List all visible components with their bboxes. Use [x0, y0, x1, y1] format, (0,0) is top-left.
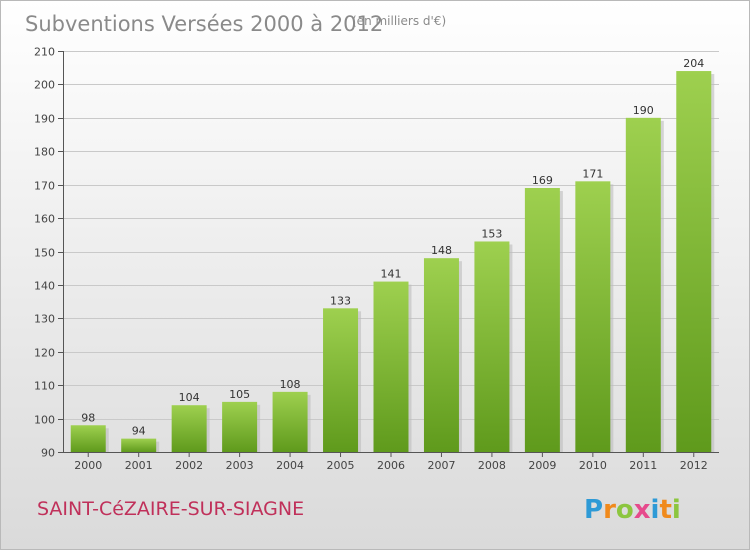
bar	[323, 308, 359, 452]
x-tick-label: 2012	[680, 459, 708, 472]
bar-value-label: 169	[532, 174, 553, 187]
y-tick-label: 170	[34, 180, 55, 193]
bar-value-label: 133	[330, 294, 351, 307]
y-tick-label: 200	[34, 79, 55, 92]
y-tick-label: 160	[34, 213, 55, 226]
x-tick-label: 2009	[528, 459, 556, 472]
logo-letter: i	[672, 495, 681, 525]
logo-letter: o	[616, 495, 634, 525]
bar	[373, 281, 409, 452]
y-tick-label: 120	[34, 347, 55, 360]
bar-value-label: 104	[179, 391, 200, 404]
bar-value-label: 171	[582, 167, 603, 180]
bar-value-label: 148	[431, 244, 452, 257]
bar-value-label: 108	[280, 378, 301, 391]
chart-unit-label: (en milliers d'€)	[352, 14, 446, 28]
chart-title: Subventions Versées 2000 à 2012	[25, 12, 383, 36]
y-tick-label: 150	[34, 247, 55, 260]
bar-value-label: 153	[481, 227, 502, 240]
bar	[70, 425, 106, 452]
bar-value-label: 190	[633, 104, 654, 117]
bar	[524, 188, 560, 452]
bar	[121, 438, 157, 452]
bar-value-label: 105	[229, 388, 250, 401]
bar-value-label: 94	[132, 425, 146, 438]
bar	[272, 391, 308, 452]
x-tick-label: 2006	[377, 459, 405, 472]
bars: 98 94 104 105 108 133 141 148 153 169 171 190 204	[70, 57, 715, 453]
x-tick-label: 2011	[629, 459, 657, 472]
x-tick-label: 2001	[125, 459, 153, 472]
bar	[171, 405, 207, 452]
y-tick-label: 100	[34, 414, 55, 427]
x-tick-label: 2005	[327, 459, 355, 472]
bar	[575, 181, 611, 452]
x-tick-label: 2004	[276, 459, 304, 472]
proxiti-logo: Proxiti	[584, 495, 681, 525]
bar	[222, 401, 258, 452]
logo-letter: i	[651, 495, 660, 525]
logo-letter: r	[603, 495, 616, 525]
x-tick-label: 2000	[74, 459, 102, 472]
y-tick-label: 90	[41, 447, 55, 460]
bar-value-label: 141	[381, 268, 402, 281]
axes: 90 100 110 120 130 140 150 160 170 180 190 200 210 20…	[34, 46, 719, 472]
bar-value-label: 204	[683, 57, 704, 70]
y-tick-label: 180	[34, 146, 55, 159]
commune-name: SAINT-CéZAIRE-SUR-SIAGNE	[37, 498, 304, 520]
x-tick-label: 2008	[478, 459, 506, 472]
y-tick-label: 140	[34, 280, 55, 293]
bar	[423, 258, 459, 452]
logo-letter: t	[659, 495, 671, 525]
bar	[474, 241, 510, 452]
y-tick-label: 210	[34, 46, 55, 59]
x-tick-label: 2002	[175, 459, 203, 472]
y-tick-label: 190	[34, 113, 55, 126]
y-tick-label: 130	[34, 313, 55, 326]
logo-letter: P	[584, 495, 603, 525]
bar-value-label: 98	[81, 411, 95, 424]
x-tick-label: 2010	[579, 459, 607, 472]
bar	[625, 117, 661, 452]
x-tick-label: 2003	[226, 459, 254, 472]
x-tick-label: 2007	[427, 459, 455, 472]
y-tick-label: 110	[34, 380, 55, 393]
logo-letter: x	[634, 495, 651, 525]
bar	[676, 71, 712, 453]
